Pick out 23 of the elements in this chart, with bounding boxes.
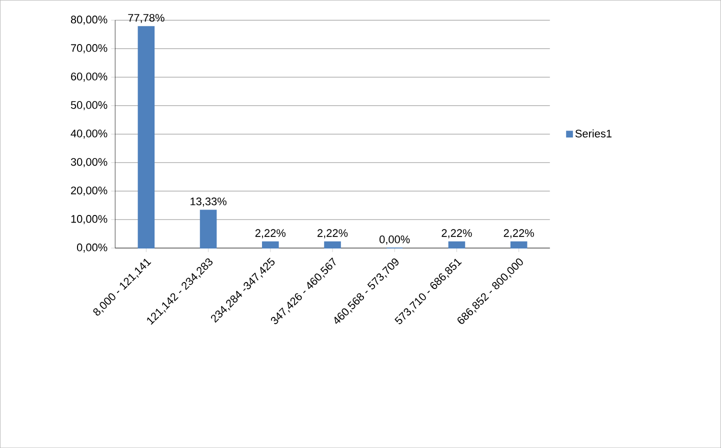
bar	[448, 241, 466, 248]
y-tick-label: 60,00%	[71, 72, 108, 82]
data-label: 2,22%	[255, 229, 286, 238]
bar	[200, 210, 217, 248]
bar	[262, 241, 279, 248]
y-tick-label: 80,00%	[70, 16, 108, 25]
y-tick-label: 10,00%	[71, 215, 108, 224]
data-label: 2,22%	[318, 229, 348, 238]
data-label: 77,78%	[128, 14, 164, 23]
y-tick-label: 50,00%	[70, 101, 108, 110]
legend-label: Series1	[575, 129, 612, 138]
data-label: 0,00%	[380, 235, 410, 244]
data-label: 2,22%	[504, 229, 534, 238]
y-tick-label: 40,00%	[70, 130, 108, 139]
y-tick-label: 70,00%	[71, 44, 108, 54]
y-tick-label: 30,00%	[70, 158, 108, 168]
y-tick-label: 0,00%	[76, 243, 108, 253]
y-tick-label: 20,00%	[71, 186, 108, 196]
data-label: 2,22%	[442, 229, 472, 238]
data-label: 13,33%	[190, 197, 226, 207]
bar	[324, 241, 341, 248]
bar	[510, 241, 528, 248]
bar	[138, 26, 155, 248]
